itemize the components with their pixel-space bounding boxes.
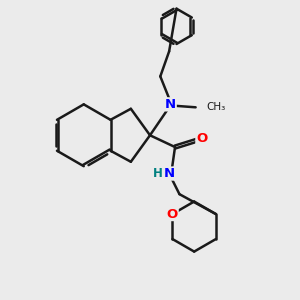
Text: O: O [167,208,178,220]
Text: H: H [153,167,163,180]
Text: O: O [196,132,207,145]
Text: CH₃: CH₃ [207,102,226,112]
Text: N: N [165,98,176,111]
Text: N: N [164,167,175,180]
